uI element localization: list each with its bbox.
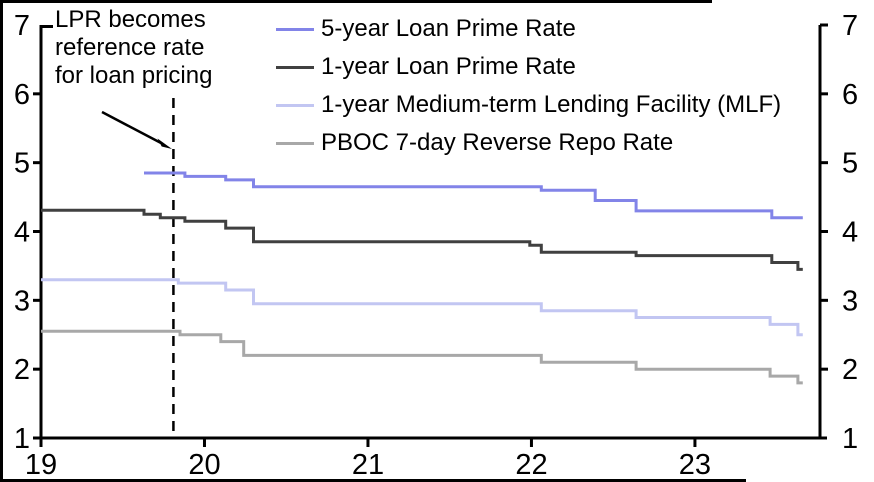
annotation-arrow-shaft <box>101 110 162 145</box>
legend-item-0: 5-year Loan Prime Rate <box>276 10 781 48</box>
y-axis-right-label: 7 <box>842 10 858 42</box>
annotation-line-1: LPR becomes <box>55 6 206 33</box>
y-axis-left-label: 7 <box>14 10 30 42</box>
x-axis-label: 20 <box>188 449 220 481</box>
y-axis-left-label: 3 <box>14 285 30 317</box>
frame-border-bottom <box>0 479 746 482</box>
legend-label: 1-year Medium-term Lending Facility (MLF… <box>321 91 782 118</box>
y-axis-left-label: 5 <box>14 148 30 180</box>
annotation-line-2: reference rate <box>55 34 205 61</box>
x-axis-label: 23 <box>679 449 711 481</box>
annotation-line-3: for loan pricing <box>55 62 213 89</box>
legend-label: PBOC 7-day Reverse Repo Rate <box>321 129 674 156</box>
legend-item-2: 1-year Medium-term Lending Facility (MLF… <box>276 86 781 124</box>
series-line-2 <box>41 278 803 337</box>
x-axis-label: 19 <box>25 449 57 481</box>
y-axis-right-label: 1 <box>842 423 858 455</box>
series-line-0 <box>144 171 803 220</box>
legend-label: 5-year Loan Prime Rate <box>321 15 576 42</box>
legend-label: 1-year Loan Prime Rate <box>321 53 576 80</box>
y-axis-left-label: 2 <box>14 354 30 386</box>
frame-border-top <box>0 0 712 3</box>
y-axis-right-label: 5 <box>842 148 858 180</box>
annotation-text: LPR becomes reference rate for loan pric… <box>55 6 212 90</box>
y-axis-right-label: 2 <box>842 354 858 386</box>
y-axis-left-label: 6 <box>14 79 30 111</box>
y-axis-left-label: 4 <box>14 217 30 249</box>
annotation-arrow-head <box>157 138 172 149</box>
legend-line-swatch <box>276 27 314 31</box>
y-axis-right-label: 3 <box>842 285 858 317</box>
x-axis-label: 22 <box>515 449 547 481</box>
legend: 5-year Loan Prime Rate 1-year Loan Prime … <box>276 10 781 162</box>
series-line-3 <box>41 329 803 385</box>
y-axis-right-label: 4 <box>842 217 858 249</box>
legend-line-swatch <box>276 65 314 69</box>
legend-item-1: 1-year Loan Prime Rate <box>276 48 781 86</box>
frame-border-left <box>0 0 3 482</box>
y-axis-left-label: 1 <box>14 423 30 455</box>
legend-line-swatch <box>276 141 314 145</box>
series-line-1 <box>41 208 803 271</box>
legend-line-swatch <box>276 103 314 107</box>
legend-item-3: PBOC 7-day Reverse Repo Rate <box>276 124 781 162</box>
x-axis-label: 21 <box>352 449 384 481</box>
y-axis-right-label: 6 <box>842 79 858 111</box>
